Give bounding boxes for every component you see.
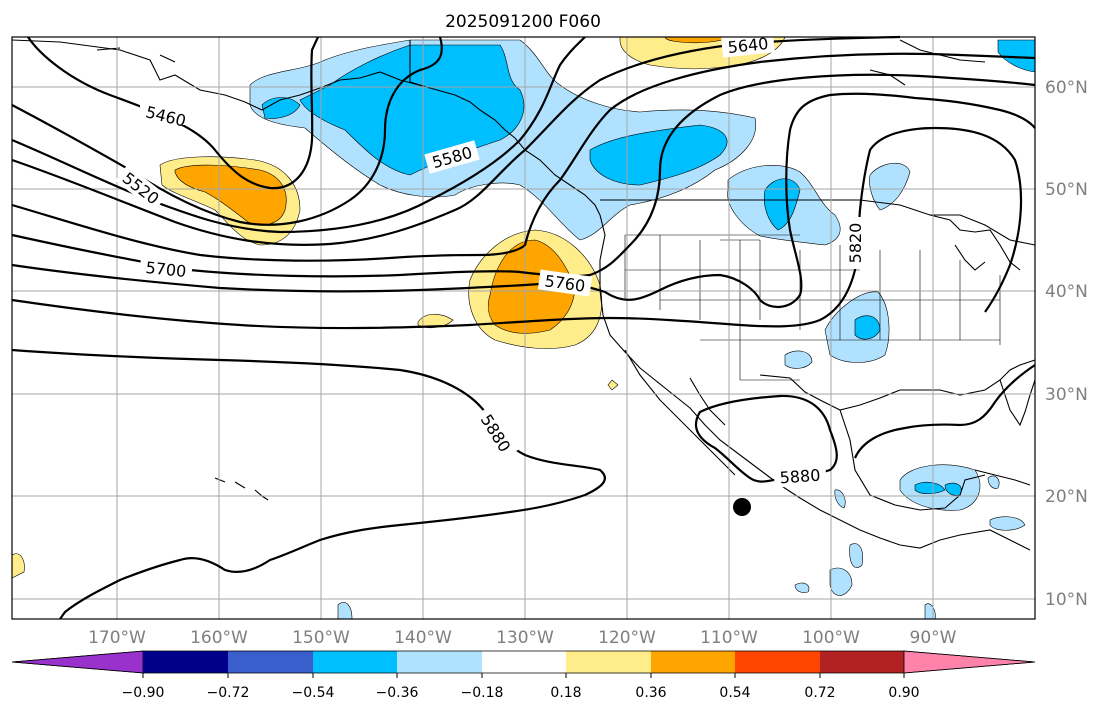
lat-label-10n: 10°N [1045,590,1088,610]
colorbar-tick-0: −0.90 [122,685,165,701]
colorbar-seg-8 [735,651,820,673]
colorbar-seg-6 [566,651,651,673]
lat-label-20n: 20°N [1045,487,1088,507]
contour-label-5640: 5640 [727,34,769,57]
lon-label-150w: 150°W [292,628,350,648]
lon-label-110w: 110°W [700,628,758,648]
colorbar-seg-9 [820,651,904,673]
colorbar-tick-4: −0.18 [461,685,504,701]
colorbar-extend-low [11,650,144,674]
colorbar-seg-4 [397,651,482,673]
lon-label-160w: 160°W [190,628,248,648]
lat-label-50n: 50°N [1045,180,1088,200]
contour-label-5880-mexico: 5880 [779,466,821,488]
colorbar-extend-high [903,650,1036,674]
storm-position-marker [733,498,751,516]
contour-5760 [11,92,1036,308]
colorbar-tick-3: −0.36 [376,685,419,701]
lon-label-90w: 90°W [910,628,957,648]
colorbar-tick-7: 0.54 [719,685,750,701]
florida [999,379,1036,427]
map-frame [11,36,1036,620]
negative-anomaly-greatlakes [869,163,911,211]
lat-label-60n: 60°N [1045,78,1088,98]
cuba-islands [974,469,1031,486]
lon-label-130w: 130°W [496,628,554,648]
negative-anomaly-alaska-core [261,44,728,186]
contour-5640 [11,52,1036,262]
colorbar-tick-5: 0.18 [550,685,581,701]
colorbar-seg-2 [228,651,313,673]
negative-anomaly-caribbean [337,475,1026,620]
positive-anomaly-bering-core [174,164,287,226]
colorbar-tick-2: −0.54 [292,685,335,701]
colorbar-seg-5 [482,651,566,673]
lon-label-120w: 120°W [598,628,656,648]
lat-label-30n: 30°N [1045,385,1088,405]
map-panel: 5460 5520 5580 5640 5700 5760 5820 5880 … [11,32,1036,620]
lat-label-40n: 40°N [1045,282,1088,302]
mexico-gulf [839,409,986,511]
contour-5880-main [11,348,606,620]
alaska-coastline [11,39,601,216]
great-lakes [929,214,1021,271]
gulf-coast [759,359,1036,411]
colorbar-tick-1: −0.72 [207,685,250,701]
lon-label-170w: 170°W [88,628,146,648]
colorbar-seg-7 [651,651,735,673]
colorbar-tick-8: 0.72 [804,685,835,701]
gridlines [12,37,1035,619]
lon-label-100w: 100°W [802,628,860,648]
colorbar-tick-6: 0.36 [635,685,666,701]
lon-label-140w: 140°W [394,628,452,648]
shading-layer [11,36,1036,620]
contour-labels: 5460 5520 5580 5640 5700 5760 5820 5880 … [115,32,865,488]
negative-anomaly-plains-core [763,178,801,231]
contour-5460 [27,36,319,190]
latitude-labels: 60°N 50°N 40°N 30°N 20°N 10°N [1045,78,1088,610]
colorbar-tick-9: 0.90 [888,685,919,701]
contour-5520 [11,36,443,226]
contour-5700 [11,73,1036,278]
contour-5820 [11,126,1023,330]
colorbar: −0.90 −0.72 −0.54 −0.36 −0.18 0.18 0.36 … [11,650,1036,701]
contour-label-5700: 5700 [145,258,187,281]
contour-5880-east [853,364,1036,459]
baja-california [624,349,736,476]
contour-label-5820: 5820 [846,223,865,264]
negative-anomaly-texas [784,350,813,369]
colorbar-seg-3 [313,651,397,673]
west-coast [599,214,1031,551]
state-borders [624,234,1001,381]
colorbar-seg-1 [143,651,228,673]
map-title: 2025091200 F060 [445,12,601,32]
longitude-labels: 170°W 160°W 150°W 140°W 130°W 120°W 110°… [88,628,957,648]
